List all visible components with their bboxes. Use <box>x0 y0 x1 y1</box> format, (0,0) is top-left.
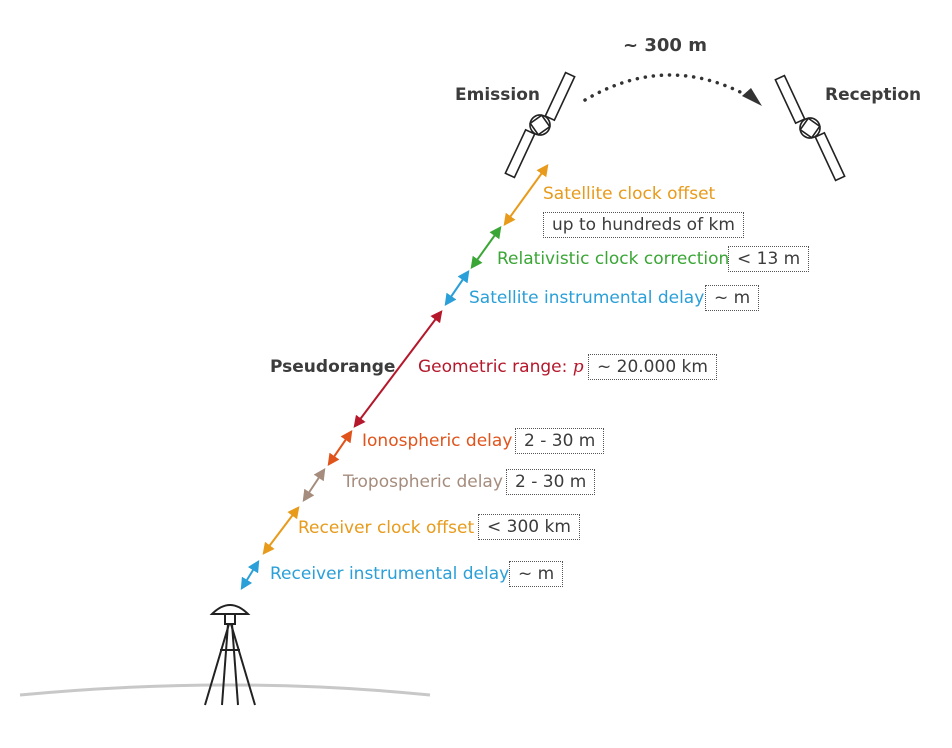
tropospheric-delay-value: 2 - 30 m <box>506 469 596 495</box>
relativistic-clock-correction-value: < 13 m <box>728 246 810 272</box>
relativistic-clock-correction-arrow <box>470 226 502 269</box>
satellite-clock-offset-value: up to hundreds of km <box>543 212 744 238</box>
geometric-range-text: Geometric range: <box>418 357 568 377</box>
geometric-range-value: ~ 20.000 km <box>588 354 717 380</box>
satellite-instrumental-delay-value: ~ m <box>705 285 760 311</box>
earth-surface <box>19 683 431 697</box>
receiver-instrumental-delay-label: Receiver instrumental delay <box>270 564 510 584</box>
satellite-motion-arrowhead <box>742 88 762 106</box>
receiver-clock-offset-arrow <box>262 506 300 555</box>
receiver-antenna <box>204 604 256 706</box>
satellite-clock-offset-label: Satellite clock offset <box>543 184 716 204</box>
receiver-clock-offset-value: < 300 km <box>478 514 580 540</box>
satellite-motion-arc <box>583 73 757 102</box>
receiver-instrumental-delay-arrow <box>240 559 260 591</box>
geometric-range-arrow <box>353 310 443 428</box>
tropospheric-delay-label: Tropospheric delay <box>343 472 503 492</box>
tropospheric-delay-arrow <box>302 468 326 502</box>
reception-satellite <box>774 74 846 182</box>
satellite-instrumental-delay-arrow <box>444 270 470 306</box>
geometric-range-symbol: p <box>572 357 584 377</box>
relativistic-clock-correction-label: Relativistic clock correction <box>497 249 730 269</box>
signal-path-segments <box>240 164 549 591</box>
pseudorange-label: Pseudorange <box>270 357 396 377</box>
geometric-range-label: Geometric range: p <box>418 357 584 377</box>
ionospheric-delay-value: 2 - 30 m <box>515 428 605 454</box>
satellite-instrumental-delay-label: Satellite instrumental delay <box>469 288 705 308</box>
receiver-clock-offset-label: Receiver clock offset <box>298 518 475 538</box>
ionospheric-delay-label: Ionospheric delay <box>362 431 513 451</box>
receiver-instrumental-delay-value: ~ m <box>509 561 564 587</box>
satellite-clock-offset-arrow <box>503 164 549 226</box>
distance-label: ~ 300 m <box>623 35 707 56</box>
emission-label: Emission <box>455 85 540 105</box>
reception-label: Reception <box>825 85 922 105</box>
ionospheric-delay-arrow <box>327 430 353 466</box>
